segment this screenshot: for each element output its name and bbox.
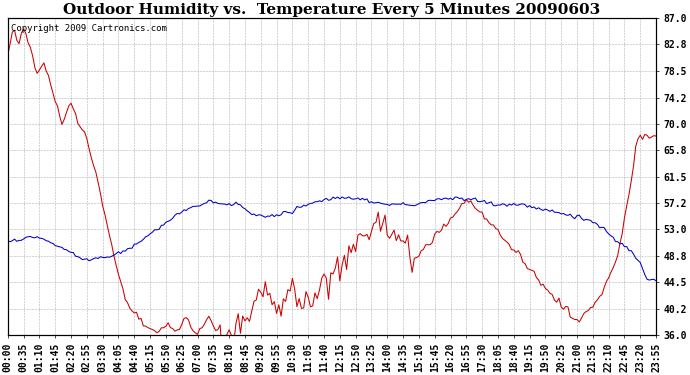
Title: Outdoor Humidity vs.  Temperature Every 5 Minutes 20090603: Outdoor Humidity vs. Temperature Every 5…: [63, 3, 600, 17]
Text: Copyright 2009 Cartronics.com: Copyright 2009 Cartronics.com: [11, 24, 167, 33]
